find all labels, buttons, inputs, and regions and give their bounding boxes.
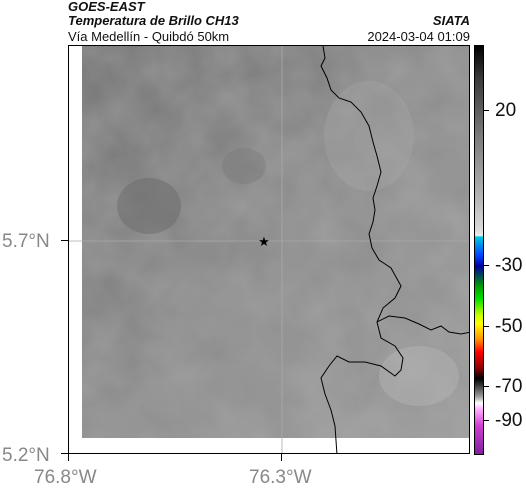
department-boundary-east — [376, 315, 469, 335]
satellite-map[interactable]: ★ — [68, 45, 470, 454]
colorbar-label: -30 — [495, 255, 523, 276]
satellite-title: GOES-EAST — [68, 0, 145, 14]
colorbar-tick — [484, 420, 489, 421]
colorbar-tick — [484, 326, 489, 327]
colorbar-label: -50 — [495, 316, 523, 337]
lat-label: 5.7°N — [2, 231, 50, 252]
brightness-temperature-image — [82, 46, 469, 438]
datetime-label: 2024-03-04 01:09 — [367, 29, 470, 44]
lon-tick — [68, 454, 69, 461]
site-marker: ★ — [258, 235, 270, 250]
colorbar-tick — [484, 110, 489, 111]
colorbar-label: 20 — [495, 100, 517, 121]
colorbar-label: -70 — [495, 376, 523, 397]
lon-label: 76.3°W — [249, 467, 312, 488]
brand-label: SIATA — [432, 13, 470, 28]
colorbar-tick — [484, 265, 489, 266]
map-canvas: ★ — [69, 46, 469, 453]
region-subtitle: Vía Medellín - Quibdó 50km — [68, 29, 230, 44]
colorbar-label: -90 — [495, 410, 523, 431]
lon-tick — [281, 454, 282, 461]
product-title: Temperatura de Brillo CH13 — [68, 13, 239, 28]
colorbar-tick — [484, 386, 489, 387]
lon-label: 76.8°W — [34, 467, 97, 488]
temperature-colorbar — [474, 45, 484, 455]
department-boundary — [320, 46, 404, 453]
lat-tick — [61, 240, 68, 241]
lat-tick — [61, 453, 68, 454]
lat-label: 5.2°N — [2, 445, 50, 466]
